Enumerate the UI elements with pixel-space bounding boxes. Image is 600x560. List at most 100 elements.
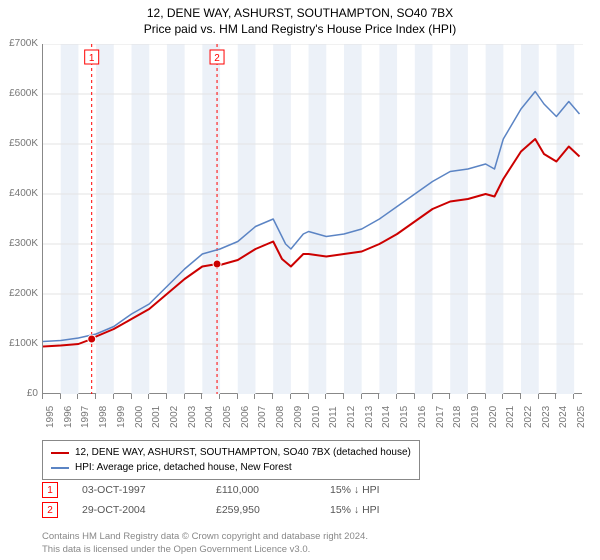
x-shade-band xyxy=(96,44,114,394)
annotation-delta: 15% ↓ HPI xyxy=(330,484,380,496)
x-tick xyxy=(485,394,486,399)
x-shade-band xyxy=(132,44,150,394)
annotation-row: 2 29-OCT-2004 £259,950 15% ↓ HPI xyxy=(42,500,380,520)
x-tick-label: 2020 xyxy=(488,406,499,428)
x-tick xyxy=(290,394,291,399)
x-tick-label: 1995 xyxy=(45,406,56,428)
x-tick xyxy=(148,394,149,399)
y-tick-label: £100K xyxy=(0,338,38,349)
annotation-table: 1 03-OCT-1997 £110,000 15% ↓ HPI 2 29-OCT-200… xyxy=(42,480,380,520)
x-tick xyxy=(77,394,78,399)
y-tick-label: £0 xyxy=(0,388,38,399)
annotation-index-box: 1 xyxy=(42,482,58,498)
legend: 12, DENE WAY, ASHURST, SOUTHAMPTON, SO40… xyxy=(42,440,420,480)
x-tick xyxy=(361,394,362,399)
x-tick-label: 2015 xyxy=(399,406,410,428)
x-tick-label: 2014 xyxy=(381,406,392,428)
x-tick xyxy=(432,394,433,399)
title-block: 12, DENE WAY, ASHURST, SOUTHAMPTON, SO40… xyxy=(0,0,600,36)
x-tick-label: 1997 xyxy=(80,406,91,428)
annotation-price: £110,000 xyxy=(216,484,306,496)
x-tick xyxy=(113,394,114,399)
event-label-text: 2 xyxy=(214,53,220,64)
x-shade-band xyxy=(238,44,256,394)
event-marker xyxy=(213,260,221,268)
attribution-line1: Contains HM Land Registry data © Crown c… xyxy=(42,531,368,543)
legend-swatch xyxy=(51,452,69,454)
x-tick xyxy=(538,394,539,399)
x-tick-label: 2002 xyxy=(169,406,180,428)
x-tick-label: 2008 xyxy=(275,406,286,428)
x-tick-label: 2017 xyxy=(435,406,446,428)
x-shade-band xyxy=(379,44,397,394)
x-tick xyxy=(184,394,185,399)
x-tick-label: 2004 xyxy=(204,406,215,428)
x-tick-label: 2006 xyxy=(240,406,251,428)
attribution-line2: This data is licensed under the Open Gov… xyxy=(42,544,368,556)
event-marker xyxy=(88,335,96,343)
annotation-price: £259,950 xyxy=(216,504,306,516)
x-tick xyxy=(272,394,273,399)
y-tick-label: £500K xyxy=(0,138,38,149)
chart-container: 12, DENE WAY, ASHURST, SOUTHAMPTON, SO40… xyxy=(0,0,600,560)
legend-swatch xyxy=(51,467,69,469)
x-shade-band xyxy=(486,44,504,394)
x-tick xyxy=(42,394,43,399)
annotation-date: 29-OCT-2004 xyxy=(82,504,192,516)
annotation-delta: 15% ↓ HPI xyxy=(330,504,380,516)
y-tick-label: £400K xyxy=(0,188,38,199)
title-sub: Price paid vs. HM Land Registry's House … xyxy=(0,22,600,36)
x-tick xyxy=(237,394,238,399)
y-tick-label: £600K xyxy=(0,88,38,99)
x-tick xyxy=(131,394,132,399)
x-tick-label: 2018 xyxy=(452,406,463,428)
legend-label: 12, DENE WAY, ASHURST, SOUTHAMPTON, SO40… xyxy=(75,445,411,460)
x-tick-label: 1999 xyxy=(116,406,127,428)
x-tick xyxy=(166,394,167,399)
x-tick-label: 1996 xyxy=(63,406,74,428)
x-tick xyxy=(378,394,379,399)
legend-row: HPI: Average price, detached house, New … xyxy=(51,460,411,475)
x-tick-label: 1998 xyxy=(98,406,109,428)
x-tick xyxy=(201,394,202,399)
y-tick-label: £700K xyxy=(0,38,38,49)
x-tick-label: 2019 xyxy=(470,406,481,428)
plot-svg: 12 xyxy=(43,44,583,394)
event-label-text: 1 xyxy=(89,53,95,64)
x-shade-band xyxy=(61,44,79,394)
x-tick xyxy=(325,394,326,399)
x-tick-label: 2021 xyxy=(505,406,516,428)
x-shade-band xyxy=(521,44,539,394)
x-shade-band xyxy=(556,44,574,394)
x-shade-band xyxy=(450,44,468,394)
x-tick xyxy=(414,394,415,399)
x-tick xyxy=(254,394,255,399)
x-tick-label: 2001 xyxy=(151,406,162,428)
x-tick-label: 2024 xyxy=(558,406,569,428)
x-tick xyxy=(449,394,450,399)
x-tick xyxy=(60,394,61,399)
chart-area: 12 £0£100K£200K£300K£400K£500K£600K£700K… xyxy=(42,44,582,394)
x-tick-label: 2010 xyxy=(311,406,322,428)
x-tick xyxy=(555,394,556,399)
x-shade-band xyxy=(167,44,185,394)
x-tick-label: 2009 xyxy=(293,406,304,428)
x-tick xyxy=(219,394,220,399)
x-tick xyxy=(343,394,344,399)
x-tick-label: 2005 xyxy=(222,406,233,428)
x-tick-label: 2013 xyxy=(364,406,375,428)
plot-area: 12 xyxy=(42,44,582,394)
x-tick xyxy=(502,394,503,399)
x-tick-label: 2023 xyxy=(541,406,552,428)
annotation-date: 03-OCT-1997 xyxy=(82,484,192,496)
x-tick-label: 2022 xyxy=(523,406,534,428)
x-tick-label: 2000 xyxy=(134,406,145,428)
annotation-index-box: 2 xyxy=(42,502,58,518)
title-main: 12, DENE WAY, ASHURST, SOUTHAMPTON, SO40… xyxy=(0,6,600,20)
x-tick-label: 2016 xyxy=(417,406,428,428)
attribution: Contains HM Land Registry data © Crown c… xyxy=(42,531,368,556)
x-tick-label: 2011 xyxy=(328,406,339,428)
x-tick xyxy=(396,394,397,399)
x-shade-band xyxy=(309,44,327,394)
x-shade-band xyxy=(273,44,291,394)
